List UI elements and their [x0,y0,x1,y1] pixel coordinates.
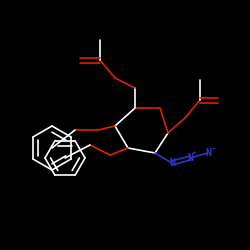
Text: N: N [169,158,175,168]
Text: +: + [192,150,196,156]
Text: N: N [205,148,211,158]
Text: -: - [211,144,215,154]
Text: N: N [187,153,193,163]
